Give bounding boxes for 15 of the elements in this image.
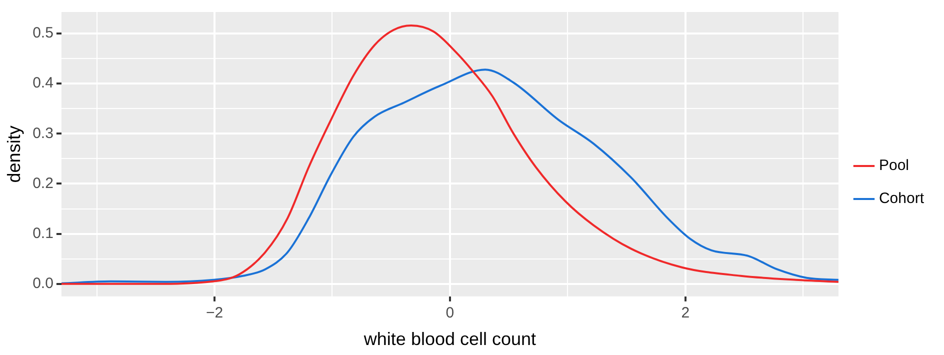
y-tick-label: 0.5 xyxy=(32,24,54,42)
y-tick-label: 0.0 xyxy=(32,275,54,292)
x-axis-title: white blood cell count xyxy=(362,329,536,350)
legend-label: Cohort xyxy=(878,190,925,208)
x-tick-label: 0 xyxy=(446,304,454,322)
y-tick-label: 0.4 xyxy=(32,74,54,92)
x-tick-label: −2 xyxy=(206,304,224,322)
x-tick-label: 2 xyxy=(681,304,690,322)
line-series xyxy=(61,24,838,285)
y-axis-title: density xyxy=(4,126,24,183)
line-series xyxy=(61,68,838,284)
legend-label: Pool xyxy=(878,157,910,174)
y-tick-label: 0.3 xyxy=(32,124,54,142)
y-tick-label: 0.1 xyxy=(32,224,54,242)
y-tick-label: 0.2 xyxy=(32,174,54,192)
